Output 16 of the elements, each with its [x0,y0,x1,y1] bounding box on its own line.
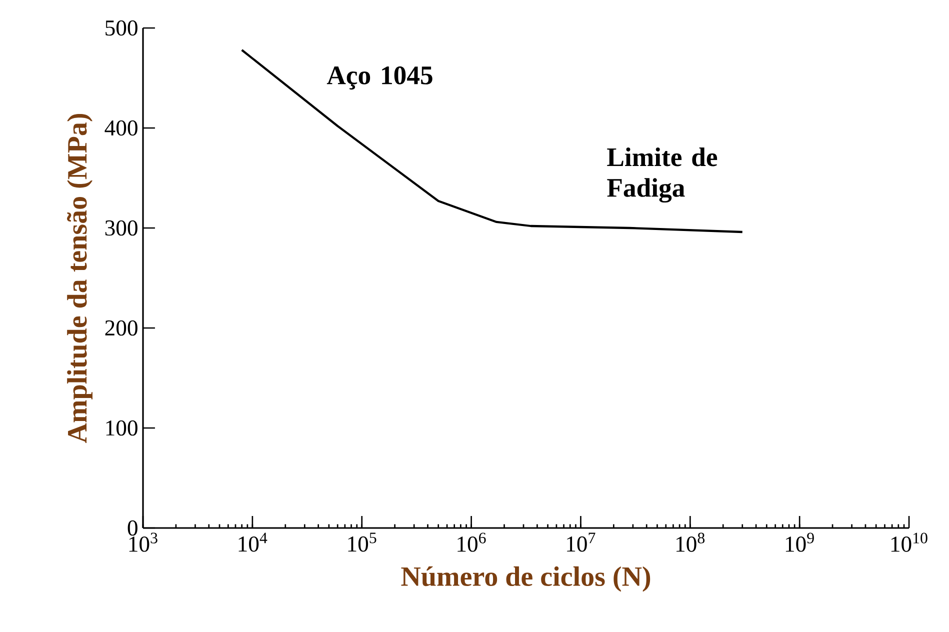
x-axis-title: Número de ciclos (N) [401,566,650,592]
x-tick-label: 10$^{6}$ [458,532,486,552]
annotation: Aço 1045 [326,66,432,90]
x-tick-label: 10$^{7}$ [567,532,596,552]
y-tick-label: 400 [104,120,138,136]
x-tick-label: 10$^{8}$ [676,532,705,552]
y-tick-label: 500 [106,20,138,36]
y-tick-label: 100 [106,420,138,436]
x-tick-label: 10$^{9}$ [786,532,814,552]
annotation: Limite de Fadiga [607,147,718,203]
x-tick-label: 10$^{5}$ [348,532,376,552]
x-tick-label: 10$^{10}$ [891,532,928,552]
y-axis-title: Amplitude da tensão (MPa) [67,114,92,443]
y-tick-label: 200 [105,320,138,336]
x-tick-label: 10$^{4}$ [238,532,268,552]
y-tick-label: 300 [105,220,138,236]
